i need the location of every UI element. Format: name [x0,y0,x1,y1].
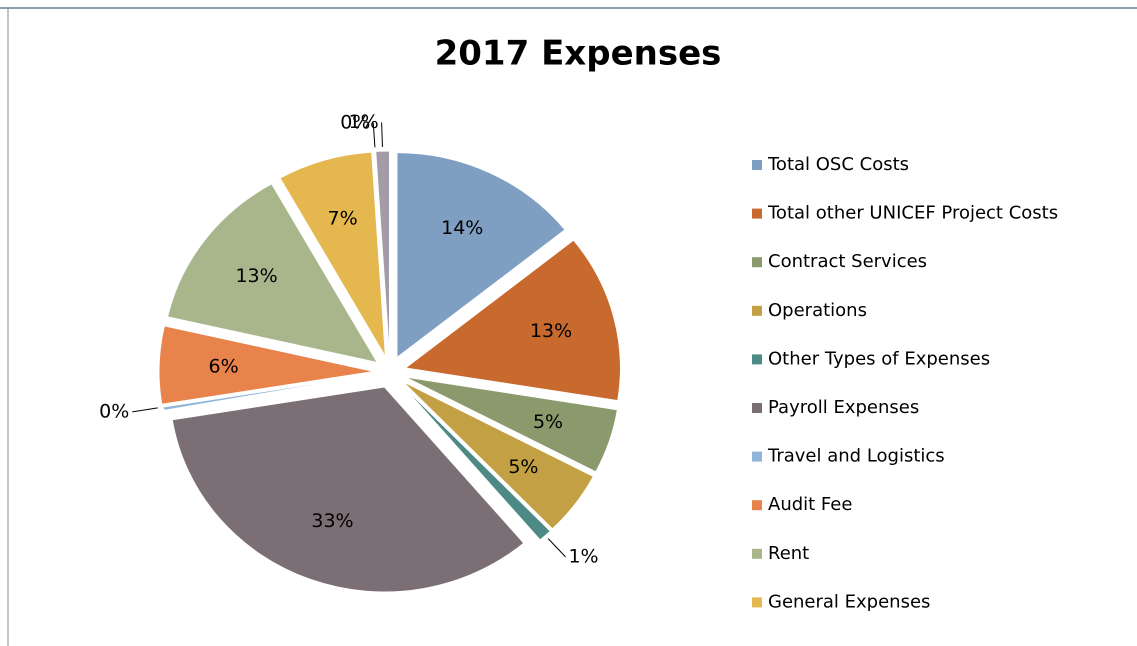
data-label: 13% [530,320,572,342]
leader-line [132,407,158,413]
pie-slice [160,374,375,411]
legend-swatch [752,500,762,511]
pie-slice [375,150,390,357]
legend-swatch [752,403,762,413]
data-label: 13% [235,265,277,287]
pie-slice [402,381,595,530]
data-label: 0% [340,111,370,133]
legend-label: Total other UNICEF Project Costs [767,203,1058,224]
pie-slice [400,383,552,541]
legend-label: Other Types of Expenses [768,348,990,369]
legend-swatch [752,354,762,365]
pie-slice [171,386,525,593]
legend-swatch [752,305,762,316]
legend-label: Contract Services [768,251,927,272]
legend-swatch [752,597,762,608]
leader-line [381,122,383,148]
legend-swatch [752,257,762,268]
legend-label: Payroll Expenses [768,397,919,418]
legend-label: Rent [768,543,809,564]
legend-swatch [752,208,762,219]
data-label: 7% [328,208,358,230]
data-label: 14% [441,217,483,239]
legend-label: Audit Fee [768,494,852,515]
legend-label: Operations [768,300,867,321]
data-label: 1% [349,111,379,133]
data-label: 33% [311,510,353,532]
legend-swatch [752,548,762,559]
pie-slice [396,152,566,359]
data-label: 5% [533,411,563,433]
data-label: 1% [568,545,598,567]
chart-title: 2017 Expenses [435,34,722,74]
data-label: 0% [99,400,129,422]
pie-slice [404,239,621,402]
pie-slice [166,183,379,364]
pie-slice [158,325,375,405]
legend-label: General Expenses [768,591,930,612]
leader-line [547,538,566,558]
legend-label: Total OSC Costs [767,154,909,175]
pie-slice [279,151,386,357]
data-label: 6% [209,355,239,377]
leader-line [372,122,376,148]
legend-label: Travel and Logistics [767,446,945,467]
data-label: 5% [508,456,538,478]
pie-slice [404,376,619,473]
legend-swatch [752,451,762,462]
legend-swatch [752,160,762,170]
